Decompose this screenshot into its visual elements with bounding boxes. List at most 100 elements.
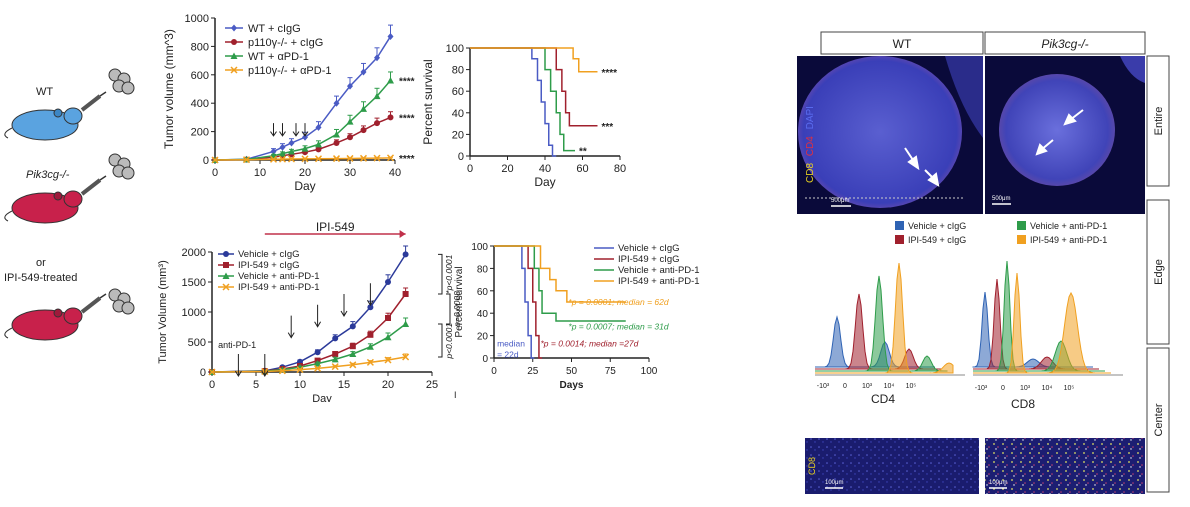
x-tick-label: 25 <box>426 379 438 391</box>
header-ko-box <box>984 31 1146 55</box>
legend-label: WT + αPD-1 <box>248 51 309 63</box>
x-tick-label: 20 <box>382 379 394 391</box>
series-wt-pd-1 <box>211 71 394 163</box>
data-point <box>288 147 295 155</box>
y-tick-label: 200 <box>191 127 209 139</box>
survival-curve <box>470 47 598 73</box>
legend-swatch <box>1017 221 1026 230</box>
survival-curve <box>470 47 575 152</box>
treatment-arrow-icon <box>287 315 295 339</box>
x-tick-label: 50 <box>566 366 578 377</box>
significance-bracket <box>446 293 451 325</box>
arrow-icon <box>904 109 1084 187</box>
series-line <box>211 356 406 373</box>
y-tick-label: 60 <box>452 86 464 98</box>
axis-label-cd8: CD8 <box>1011 397 1035 411</box>
x-axis-label: Day <box>312 393 332 402</box>
y-tick-label: 0 <box>200 367 206 379</box>
significance-label: **** <box>399 154 415 165</box>
scale-bar-label: 500μm <box>831 198 849 204</box>
data-point <box>314 360 322 367</box>
data-point <box>315 123 322 131</box>
tumor-section-ko <box>999 74 1115 186</box>
histogram-tick-label: 10⁴ <box>1042 385 1053 392</box>
stain-labels: CD8 CD4 DAPI <box>805 106 816 183</box>
treatment-arrow-icon <box>314 304 322 328</box>
ipi549-survival-chart: 0 25 50 75 100 0 20 40 60 80 100 Days Percent surviv… <box>454 242 700 391</box>
histogram-tick-label: 10⁵ <box>906 383 917 390</box>
survival-annotation: = 22d <box>497 350 519 360</box>
row-label-edge: Edge <box>1153 259 1165 285</box>
survival-curve <box>494 245 626 303</box>
p-value-label: p=0.0008 <box>452 291 460 328</box>
data-point <box>347 134 353 141</box>
legend-label: Vehicle + anti-PD-1 <box>618 265 700 276</box>
data-point <box>208 368 216 376</box>
treatment-arrow-icon <box>292 123 300 137</box>
legend-label: IPI-549 + anti-PD-1 <box>238 282 320 293</box>
col-header-wt: WT <box>893 37 912 51</box>
data-point <box>387 32 394 40</box>
data-point <box>386 154 395 162</box>
axis-label-cd4: CD4 <box>871 392 895 406</box>
y-tick-label: 1000 <box>182 307 206 319</box>
legend-marker <box>222 272 230 279</box>
y-tick-label: 800 <box>191 41 209 53</box>
survival-chart: 0 20 40 60 80 0 20 40 60 80 100 Day Percent survival… <box>421 43 626 189</box>
legend-swatch <box>895 235 904 244</box>
legend-label: Vehicle + anti-PD-1 <box>1030 221 1107 231</box>
significance-label: *** <box>602 122 614 133</box>
legend-label: p110γ-/- + αPD-1 <box>248 65 332 77</box>
data-point <box>346 118 354 125</box>
stain-cd4: CD4 <box>805 136 816 156</box>
y-tick-label: 80 <box>452 65 464 77</box>
arrow-head-icon <box>399 230 406 238</box>
data-point <box>402 291 409 297</box>
data-point <box>331 355 339 363</box>
data-point <box>314 349 321 356</box>
y-tick-label: 600 <box>191 70 209 82</box>
data-point <box>387 114 394 121</box>
data-point <box>366 343 374 350</box>
data-point <box>402 251 409 258</box>
x-tick-label: 0 <box>209 379 215 391</box>
data-point <box>333 139 340 146</box>
histogram-tick-label: 10³ <box>1020 385 1031 392</box>
data-point <box>387 76 394 84</box>
x-tick-label: 80 <box>614 163 626 175</box>
legend-marker <box>222 283 230 291</box>
data-point <box>347 82 353 90</box>
col-header-ko: Pik3cg-/- <box>1041 37 1088 51</box>
significance-label: **** <box>602 68 618 79</box>
y-tick-label: 40 <box>452 108 464 120</box>
scale-bar-label: 100μm <box>989 480 1007 486</box>
ipi549-tumor-volume-chart: 0 5 10 15 20 25 0 500 1000 1500 2000 Day Tumor Volum… <box>157 222 460 402</box>
survival-curve <box>470 47 598 127</box>
data-point <box>367 331 374 338</box>
x-tick-label: 20 <box>501 163 513 175</box>
legend-label: Vehicle + cIgG <box>238 249 300 260</box>
data-point <box>242 156 251 164</box>
scale-bar-label: 100μm <box>825 480 843 486</box>
legend-marker <box>231 39 237 45</box>
data-point <box>349 323 356 330</box>
survival-annotation: *p = 0.0014; median =27d <box>541 338 639 348</box>
x-tick-label: 5 <box>253 379 259 391</box>
histogram-tick-label: -10³ <box>817 383 830 390</box>
significance-label: **** <box>399 113 415 124</box>
imaging-panel: WT Pik3cg-/- <box>785 28 1175 498</box>
arrow-annotation: anti-PD-1 <box>218 340 256 350</box>
series-line <box>211 253 407 373</box>
y-tick-label: 400 <box>191 98 209 110</box>
mouse-label-or: or <box>36 257 46 269</box>
y-tick-label: 20 <box>452 129 464 141</box>
survival-curve <box>494 245 543 359</box>
y-tick-label: 0 <box>482 354 488 365</box>
tumor-section-fragment <box>1120 56 1145 83</box>
mouse-label-treated: IPI-549-treated <box>4 272 77 284</box>
flow-histogram-cd8: -10³ 0 10³ 10⁴ 10⁵ <box>972 260 1123 392</box>
mouse-treated-icon <box>4 307 83 341</box>
flow-legend: Vehicle + cIgG IPI-549 + cIgG Vehicle + an… <box>895 221 1107 245</box>
